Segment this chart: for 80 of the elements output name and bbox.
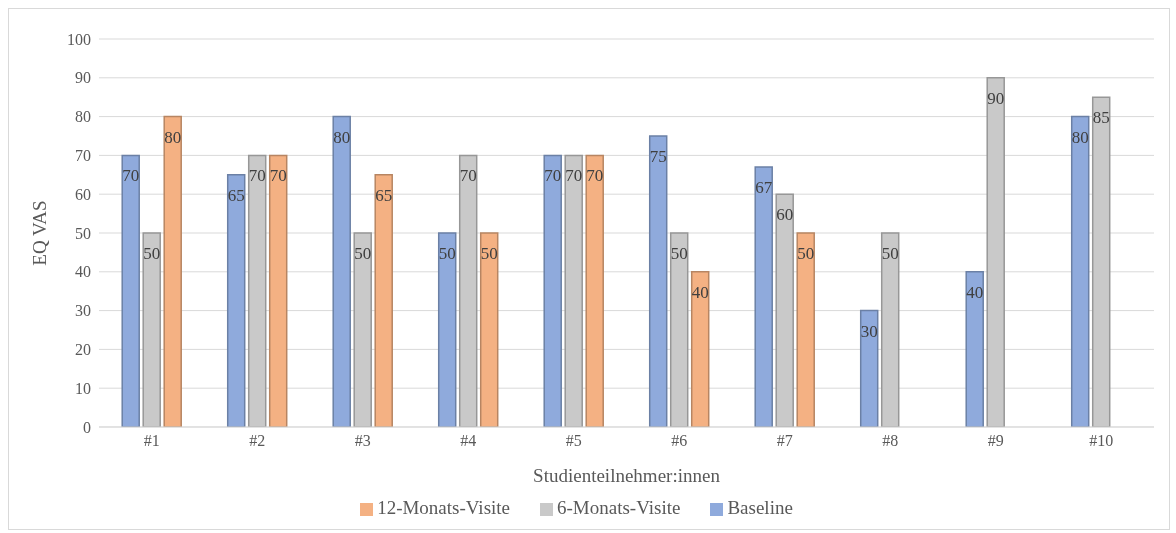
y-tick-label: 50: [75, 224, 91, 242]
bar: [859, 309, 879, 427]
y-tick-label: 10: [75, 379, 91, 397]
y-tick-label: 30: [75, 302, 91, 320]
bar: [226, 174, 246, 427]
bar: [247, 154, 267, 427]
x-tick-label: #9: [987, 432, 1004, 450]
data-label: 67: [755, 178, 773, 198]
x-tick-label: #7: [776, 432, 793, 450]
bar: [437, 232, 457, 427]
data-label: 70: [459, 166, 477, 186]
x-tick-label: #4: [460, 432, 477, 450]
data-label: 70: [122, 166, 140, 186]
data-label: 90: [987, 88, 1005, 108]
data-label: 50: [670, 244, 688, 264]
y-tick-label: 70: [75, 147, 91, 165]
bar: [142, 232, 161, 427]
data-label: 50: [354, 244, 372, 264]
bar: [1091, 96, 1111, 427]
bar: [775, 193, 794, 427]
data-label: 30: [860, 321, 878, 341]
y-tick-label: 60: [75, 185, 91, 203]
bar: [564, 154, 583, 427]
data-label: 70: [586, 166, 604, 186]
bar: [754, 166, 773, 427]
data-label: 75: [649, 147, 667, 167]
bar: [986, 77, 1005, 427]
bar: [585, 154, 604, 427]
bar: [796, 232, 815, 427]
bar: [965, 271, 984, 427]
data-label: 80: [164, 127, 182, 147]
x-tick-label: #3: [354, 432, 371, 450]
bar: [353, 232, 372, 427]
data-label: 50: [143, 244, 161, 264]
x-tick-label: #8: [882, 432, 899, 450]
bar: [121, 154, 140, 427]
legend-label: 6-Monats-Visite: [557, 497, 681, 518]
data-label: 70: [269, 166, 287, 186]
data-label: 80: [333, 127, 351, 147]
y-tick-label: 20: [75, 341, 91, 359]
data-label: 70: [544, 166, 562, 186]
y-tick-label: 80: [75, 108, 91, 126]
data-label: 50: [438, 244, 456, 264]
y-tick-label: 90: [75, 69, 91, 87]
data-label: 65: [227, 185, 245, 205]
y-tick-label: 0: [83, 418, 91, 436]
bar: [669, 232, 689, 427]
legend-label: 12-Monats-Visite: [377, 497, 511, 518]
x-tick-label: #2: [249, 432, 266, 450]
bar: [543, 154, 562, 427]
data-label: 70: [565, 166, 583, 186]
data-label: 50: [881, 244, 899, 264]
data-label: 70: [248, 166, 266, 186]
bar: [268, 154, 288, 427]
data-label: 40: [966, 282, 984, 302]
data-label: 65: [375, 185, 393, 205]
data-label: 50: [480, 244, 498, 264]
bar: [648, 135, 668, 427]
data-label: 60: [776, 205, 794, 225]
bar: [374, 174, 393, 427]
y-tick-label: 100: [67, 30, 91, 48]
bar: [163, 115, 182, 427]
bar: [479, 232, 499, 427]
x-tick-label: #1: [143, 432, 160, 450]
bar: [880, 232, 900, 427]
data-label: 50: [797, 244, 815, 264]
x-tick-label: #10: [1089, 432, 1114, 450]
data-label: 40: [691, 282, 709, 302]
bar: [332, 115, 351, 427]
bar: [458, 154, 478, 427]
x-tick-label: #6: [671, 432, 688, 450]
y-tick-label: 40: [75, 263, 91, 281]
x-axis-title: Studienteilnehmer:innen: [533, 465, 721, 486]
data-label: 80: [1071, 127, 1089, 147]
data-label: 85: [1092, 108, 1110, 128]
legend-label: Baseline: [727, 497, 793, 518]
y-axis-title: EQ VAS: [28, 200, 50, 266]
bar: [1070, 115, 1090, 427]
x-tick-label: #5: [565, 432, 582, 450]
bar: [690, 271, 710, 427]
